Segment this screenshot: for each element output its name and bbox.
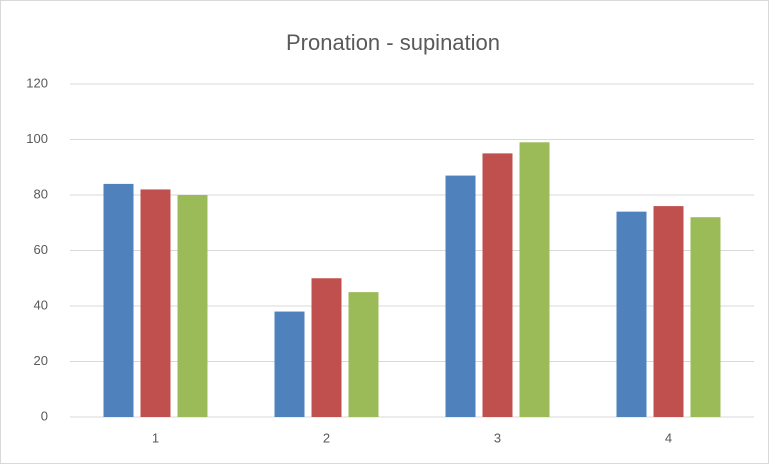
bar bbox=[653, 206, 684, 417]
bar bbox=[616, 211, 647, 417]
bar bbox=[445, 175, 476, 417]
bar bbox=[311, 278, 342, 417]
bar bbox=[482, 153, 513, 417]
x-tick-label: 4 bbox=[665, 430, 672, 445]
bar bbox=[690, 217, 721, 417]
bar bbox=[519, 142, 550, 417]
bar bbox=[140, 189, 171, 417]
x-tick-label: 3 bbox=[494, 430, 501, 445]
y-tick-label: 80 bbox=[34, 186, 48, 201]
y-tick-label: 20 bbox=[34, 353, 48, 368]
x-tick-label: 1 bbox=[152, 430, 159, 445]
y-tick-label: 40 bbox=[34, 297, 48, 312]
y-tick-label: 0 bbox=[41, 408, 48, 423]
bar bbox=[103, 183, 134, 417]
x-tick-label: 2 bbox=[323, 430, 330, 445]
y-tick-label: 100 bbox=[26, 131, 48, 146]
bar bbox=[177, 195, 208, 417]
bar bbox=[274, 311, 305, 417]
y-tick-label: 120 bbox=[26, 75, 48, 90]
bar bbox=[348, 292, 379, 417]
chart-title: Pronation - supination bbox=[286, 30, 500, 55]
y-tick-label: 60 bbox=[34, 242, 48, 257]
